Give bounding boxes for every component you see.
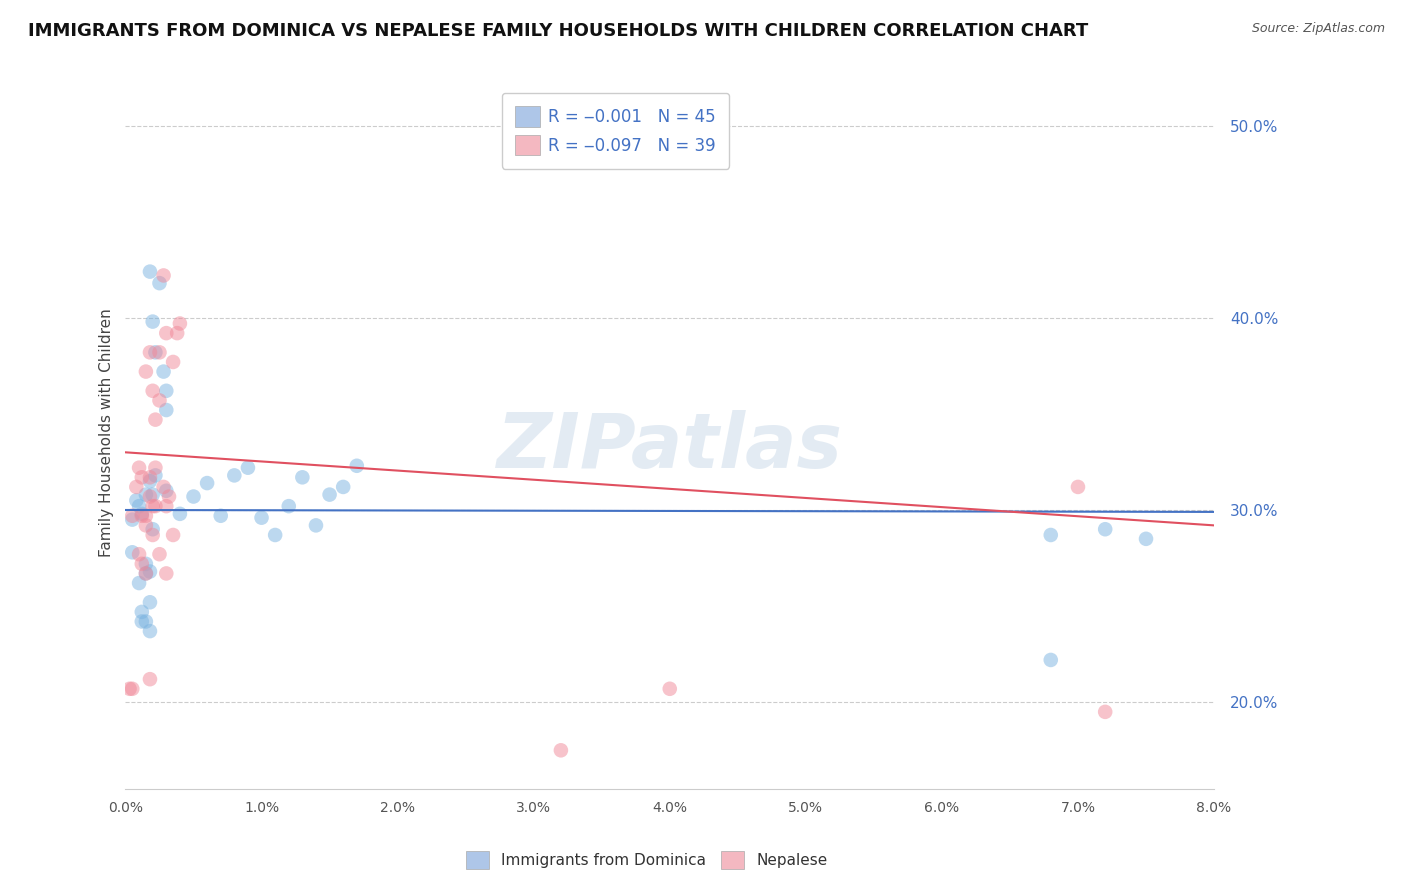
Point bbox=[142, 488, 165, 502]
Point bbox=[155, 566, 177, 581]
Point bbox=[135, 615, 157, 629]
Point bbox=[128, 460, 150, 475]
Point bbox=[195, 476, 218, 491]
Point bbox=[1094, 705, 1116, 719]
Point bbox=[121, 513, 143, 527]
Point bbox=[128, 576, 150, 591]
Point bbox=[155, 384, 177, 398]
Point bbox=[131, 508, 153, 523]
Point bbox=[135, 557, 157, 571]
Point bbox=[1039, 653, 1062, 667]
Point bbox=[139, 672, 162, 686]
Point bbox=[332, 480, 354, 494]
Point bbox=[658, 681, 681, 696]
Point bbox=[169, 507, 191, 521]
Point bbox=[121, 545, 143, 559]
Point bbox=[142, 315, 165, 329]
Point bbox=[209, 508, 232, 523]
Point bbox=[135, 508, 157, 523]
Point bbox=[139, 474, 162, 488]
Point bbox=[152, 268, 174, 283]
Point bbox=[139, 470, 162, 484]
Point bbox=[148, 547, 170, 561]
Point bbox=[135, 488, 157, 502]
Point bbox=[145, 345, 167, 359]
Point bbox=[118, 681, 141, 696]
Point bbox=[148, 393, 170, 408]
Point bbox=[183, 490, 205, 504]
Point bbox=[121, 508, 143, 523]
Legend: Immigrants from Dominica, Nepalese: Immigrants from Dominica, Nepalese bbox=[460, 845, 834, 875]
Point bbox=[125, 493, 148, 508]
Point bbox=[142, 522, 165, 536]
Point bbox=[135, 365, 157, 379]
Point bbox=[162, 355, 184, 369]
Point bbox=[264, 528, 287, 542]
Point bbox=[142, 499, 165, 513]
Point bbox=[145, 499, 167, 513]
Point bbox=[1067, 480, 1090, 494]
Point bbox=[135, 566, 157, 581]
Point bbox=[162, 528, 184, 542]
Point bbox=[277, 499, 299, 513]
Point bbox=[318, 488, 340, 502]
Point bbox=[135, 566, 157, 581]
Point bbox=[224, 468, 246, 483]
Y-axis label: Family Households with Children: Family Households with Children bbox=[100, 309, 114, 558]
Point bbox=[166, 326, 188, 340]
Legend: R = ‒0.001   N = 45, R = ‒0.097   N = 39: R = ‒0.001 N = 45, R = ‒0.097 N = 39 bbox=[502, 93, 730, 169]
Point bbox=[139, 565, 162, 579]
Point bbox=[139, 595, 162, 609]
Point bbox=[155, 483, 177, 498]
Point bbox=[121, 681, 143, 696]
Text: IMMIGRANTS FROM DOMINICA VS NEPALESE FAMILY HOUSEHOLDS WITH CHILDREN CORRELATION: IMMIGRANTS FROM DOMINICA VS NEPALESE FAM… bbox=[28, 22, 1088, 40]
Point bbox=[346, 458, 368, 473]
Point bbox=[131, 557, 153, 571]
Point bbox=[139, 264, 162, 278]
Text: Source: ZipAtlas.com: Source: ZipAtlas.com bbox=[1251, 22, 1385, 36]
Point bbox=[139, 345, 162, 359]
Point bbox=[250, 510, 273, 524]
Point bbox=[155, 326, 177, 340]
Point bbox=[169, 317, 191, 331]
Point bbox=[135, 518, 157, 533]
Point bbox=[131, 615, 153, 629]
Point bbox=[305, 518, 328, 533]
Point bbox=[131, 470, 153, 484]
Point bbox=[128, 547, 150, 561]
Point bbox=[157, 490, 180, 504]
Point bbox=[142, 384, 165, 398]
Point bbox=[155, 403, 177, 417]
Point bbox=[1039, 528, 1062, 542]
Point bbox=[148, 276, 170, 290]
Point bbox=[148, 345, 170, 359]
Point bbox=[125, 480, 148, 494]
Point bbox=[152, 365, 174, 379]
Point bbox=[131, 507, 153, 521]
Point bbox=[152, 480, 174, 494]
Point bbox=[145, 412, 167, 426]
Point bbox=[1094, 522, 1116, 536]
Text: ZIPatlas: ZIPatlas bbox=[496, 410, 842, 484]
Point bbox=[139, 490, 162, 504]
Point bbox=[291, 470, 314, 484]
Point bbox=[128, 499, 150, 513]
Point bbox=[131, 605, 153, 619]
Point bbox=[155, 499, 177, 513]
Point bbox=[145, 460, 167, 475]
Point bbox=[1135, 532, 1157, 546]
Point bbox=[142, 528, 165, 542]
Point bbox=[139, 624, 162, 639]
Point bbox=[145, 468, 167, 483]
Point bbox=[550, 743, 572, 757]
Point bbox=[236, 460, 259, 475]
